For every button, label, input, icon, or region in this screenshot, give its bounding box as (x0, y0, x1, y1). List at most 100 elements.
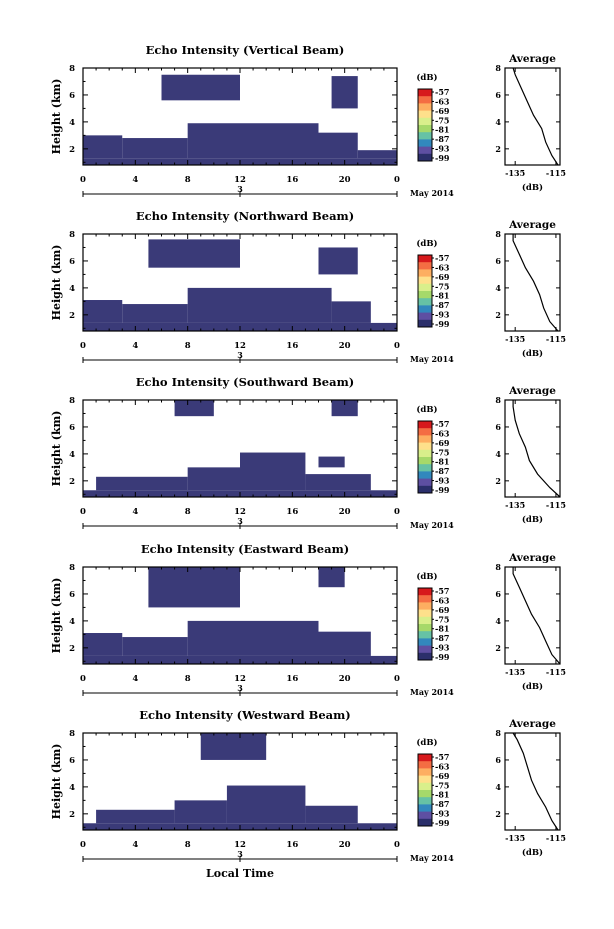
panel-2: Echo Intensity (Northward Beam)0 4 8 12 16 20… (50, 209, 566, 364)
echo-layer (83, 74, 397, 165)
colorbar-swatch (418, 319, 432, 328)
echo-region (331, 400, 358, 417)
average-y-tick-label: 6 (495, 589, 501, 599)
average-x-tick-label: -115 (546, 667, 566, 677)
average-y-tick-label: 2 (495, 310, 501, 320)
colorbar-swatch (418, 782, 432, 791)
colorbar-swatch (418, 96, 432, 104)
colorbar-swatch (418, 110, 432, 119)
y-tick-label: 4 (69, 450, 75, 460)
average-x-axis-label: (dB) (522, 514, 543, 525)
x-tick-label: 4 (132, 674, 138, 684)
colorbar-swatch (418, 818, 432, 827)
colorbar-swatch (418, 435, 432, 444)
x-tick-label: 16 (286, 674, 298, 684)
colorbar-swatch (418, 624, 432, 632)
average-profile-line (512, 732, 559, 831)
date-label: May 2014 (410, 520, 454, 530)
average-panel: Average 2 4 6 8 -135 -115(dB) (495, 219, 566, 359)
x-tick-label: 12 (234, 507, 246, 517)
average-y-tick-label: 6 (495, 755, 501, 765)
average-y-tick-label: 8 (495, 229, 501, 239)
y-axis-label: Height (km) (50, 79, 63, 155)
echo-region (174, 400, 214, 417)
y-tick-label: 6 (69, 590, 75, 600)
average-y-tick-label: 2 (495, 144, 501, 154)
echo-region (226, 785, 306, 824)
colorbar-label: -81 (435, 291, 449, 301)
colorbar-frame (417, 420, 433, 494)
average-profile-line (512, 400, 561, 498)
panel-3: Echo Intensity (Southward Beam)0 4 8 12 16 20… (50, 375, 566, 530)
colorbar-swatch (418, 153, 432, 162)
colorbar-swatch (418, 89, 432, 97)
colorbar-swatch (418, 616, 432, 625)
x-tick-label: 20 (339, 507, 351, 517)
colorbar-unit: (dB) (416, 404, 437, 415)
colorbar-swatch (418, 291, 432, 299)
echo-region (122, 138, 188, 159)
y-tick-label: 2 (69, 311, 75, 321)
y-tick-label: 6 (69, 257, 75, 267)
date-label: May 2014 (410, 853, 454, 863)
echo-region (331, 301, 371, 323)
y-tick-label: 4 (69, 617, 75, 627)
x-tick-label: 16 (286, 341, 298, 351)
colorbar-label: -93 (435, 643, 450, 653)
colorbar-label: -93 (435, 144, 450, 154)
colorbar-label: -99 (435, 153, 450, 163)
colorbar-swatch (418, 485, 432, 494)
colorbar-swatch (418, 312, 432, 321)
average-panel: Average 2 4 6 8 -135 -115(dB) (495, 53, 566, 193)
colorbar-swatch (418, 638, 432, 647)
average-y-tick-label: 4 (495, 449, 501, 459)
y-tick-label: 8 (69, 729, 75, 739)
colorbar-label: -75 (435, 281, 449, 291)
date-day-label: 3 (237, 350, 243, 360)
average-x-tick-label: -115 (546, 500, 566, 510)
x-tick-label: 20 (339, 840, 351, 850)
colorbar-label: -87 (435, 466, 449, 476)
colorbar-label: -87 (435, 134, 449, 144)
echo-region (318, 132, 358, 159)
panel-4: Echo Intensity (Eastward Beam) 0 4 8 12 16 20 0… (50, 542, 566, 697)
x-tick-label: 8 (185, 175, 191, 185)
panel-title: Echo Intensity (Eastward Beam) (141, 542, 349, 556)
y-tick-label: 8 (69, 396, 75, 406)
average-x-axis-label: (dB) (522, 847, 543, 858)
colorbar-label: -99 (435, 818, 450, 828)
colorbar-swatch (418, 645, 432, 654)
average-x-tick-label: -135 (505, 500, 525, 510)
y-axis-label: Height (km) (50, 578, 63, 654)
echo-region (187, 287, 332, 323)
colorbar-label: -63 (435, 96, 450, 106)
panel-5: Echo Intensity (Westward Beam) 0 4 8 12 16 20 0… (50, 708, 566, 880)
colorbar-label: -75 (435, 780, 449, 790)
colorbar-swatch (418, 775, 432, 784)
colorbar-swatch (418, 595, 432, 603)
echo-region (305, 805, 358, 824)
x-tick-label: 20 (339, 341, 351, 351)
colorbar-swatch (418, 478, 432, 487)
colorbar-swatch (418, 442, 432, 451)
echo-region (148, 567, 240, 608)
colorbar-label: -69 (435, 605, 450, 615)
x-tick-label: 8 (185, 507, 191, 517)
y-axis-label: Height (km) (50, 744, 63, 820)
colorbar-label: -99 (435, 319, 450, 329)
colorbar-swatch (418, 804, 432, 813)
colorbar-label: -75 (435, 115, 449, 125)
x-tick-label: 16 (286, 175, 298, 185)
average-panel: Average 2 4 6 8 -135 -115(dB) (495, 552, 566, 692)
echo-region (83, 300, 123, 323)
average-y-tick-label: 8 (495, 63, 501, 73)
x-tick-label: 0 (80, 840, 86, 850)
x-tick-label: 20 (339, 175, 351, 185)
average-y-tick-label: 4 (495, 117, 501, 127)
date-day-label: 3 (237, 516, 243, 526)
echo-region (305, 474, 371, 491)
colorbar-swatch (418, 631, 432, 639)
average-x-tick-label: -135 (505, 168, 525, 178)
average-title: Average (508, 718, 556, 730)
average-x-tick-label: -115 (546, 334, 566, 344)
